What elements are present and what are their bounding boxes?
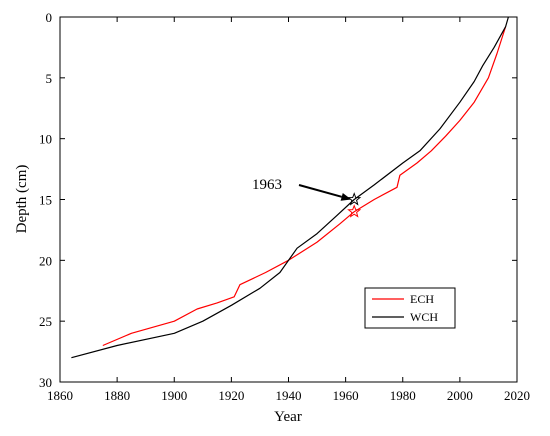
x-axis-label: Year [274, 409, 302, 425]
annotation-layer: 1963 [252, 177, 352, 201]
x-tick-label: 1880 [104, 388, 130, 403]
y-axis-label: Depth (cm) [14, 165, 30, 234]
annotation-arrow [298, 184, 342, 198]
star-marker-ech [347, 204, 362, 218]
x-tick-label: 1960 [333, 388, 359, 403]
x-tick-label: 1900 [161, 388, 187, 403]
y-tick-label: 10 [39, 132, 52, 147]
y-tick-label: 25 [39, 314, 52, 329]
legend-label-ech: ECH [410, 292, 434, 306]
x-tick-label: 1980 [390, 388, 416, 403]
series-line-wch [71, 16, 509, 359]
legend: ECH WCH [364, 287, 456, 329]
x-tick-label: 1940 [276, 388, 302, 403]
legend-box [364, 287, 456, 329]
y-tick-label: 20 [39, 253, 52, 268]
x-tick-label: 2020 [504, 388, 530, 403]
marker-layer [347, 192, 362, 218]
y-tick-label: 0 [46, 10, 53, 25]
series-line-ech [102, 26, 507, 347]
y-tick-label: 5 [46, 71, 53, 86]
x-tick-label: 1860 [47, 388, 73, 403]
y-tick-label: 15 [39, 193, 52, 208]
series-layer [71, 16, 509, 359]
x-tick-label: 1920 [218, 388, 244, 403]
x-tick-label: 2000 [447, 388, 473, 403]
annotation-label: 1963 [252, 177, 282, 193]
annotation-arrowhead [340, 193, 352, 201]
star-marker-wch [347, 192, 362, 206]
y-tick-label: 30 [39, 375, 52, 390]
legend-label-wch: WCH [410, 310, 438, 324]
tick-layer: 1860 1880 1900 1920 1940 1960 1980 2000 2020 0 5 10… [39, 10, 530, 403]
